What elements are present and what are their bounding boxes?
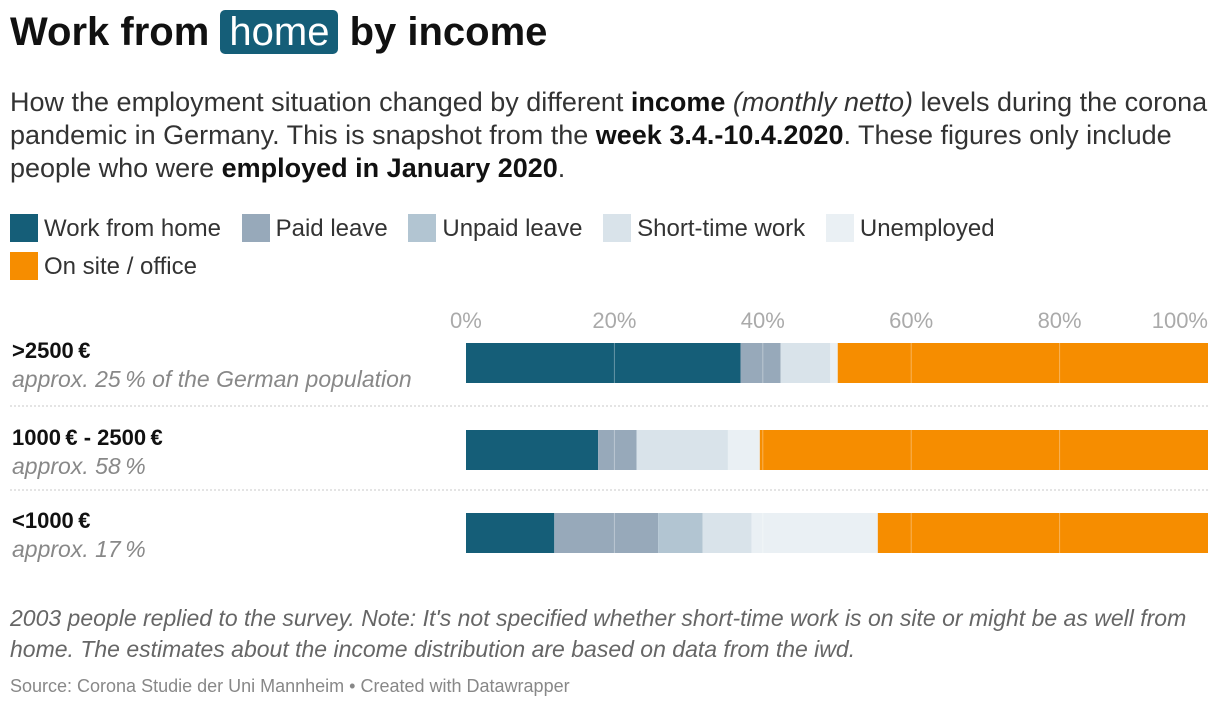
legend-swatch (241, 214, 270, 242)
category-label: <1000 € (12, 508, 90, 533)
subtitle-bold-income: income (630, 87, 726, 117)
legend-label: Unpaid leave (442, 215, 583, 242)
bar-segment-work-from-home (466, 343, 741, 383)
legend-swatch (10, 252, 38, 280)
category-label: >2500 € (12, 338, 90, 363)
legend-swatch (408, 214, 437, 242)
bar-segment-short-time-work (780, 343, 831, 383)
bar-segment-on-site-office (759, 430, 1208, 470)
legend-label: On site / office (44, 253, 197, 280)
legend-item-short-time-work: Short-time work (603, 210, 805, 248)
bar-segment-work-from-home (466, 513, 555, 553)
legend-label: Work from home (44, 215, 221, 242)
legend-item-work-from-home: Work from home (10, 210, 221, 248)
bar-segment-paid-leave (598, 430, 637, 470)
legend-swatch (10, 214, 38, 242)
x-tick-label: 100% (1152, 308, 1208, 333)
bar-segment-short-time-work (702, 513, 752, 553)
category-sublabel: approx. 58 % (12, 453, 146, 479)
bar-segment-unemployed (830, 343, 838, 383)
stacked-bar-chart: 0% 20% 40% 60% 80% 100% >2500 € approx. 25 % of… (10, 308, 1208, 562)
subtitle-text-3: . These figures only include people who … (10, 120, 1172, 183)
legend-label: Paid leave (275, 215, 388, 242)
category-sublabel: approx. 25 % of the German population (12, 366, 412, 392)
title-highlight: home (220, 10, 339, 54)
bar-segment-on-site-office (837, 343, 1208, 383)
legend-item-unpaid-leave: Unpaid leave (408, 210, 582, 248)
category-label: 1000 € - 2500 € (12, 425, 163, 450)
bar-segment-short-time-work (636, 430, 728, 470)
x-tick-label: 20% (592, 308, 636, 333)
x-tick-label: 40% (741, 308, 785, 333)
legend: Work from home Paid leave Unpaid leave S… (10, 210, 1210, 286)
bar-segment-on-site-office (877, 513, 1208, 553)
subtitle-text-1: How the employment situation changed by … (10, 87, 631, 117)
legend-label: Short-time work (637, 215, 806, 242)
bar-segment-work-from-home (466, 430, 599, 470)
bar-segment-unpaid-leave (658, 513, 703, 553)
subtitle-bold-employed: employed in January 2020 (221, 153, 558, 183)
chart-subtitle: How the employment situation changed by … (10, 86, 1210, 185)
subtitle-text-4: . (557, 153, 566, 183)
bar-segment-unemployed (727, 430, 760, 470)
x-tick-label: 0% (450, 308, 482, 333)
x-tick-label: 60% (889, 308, 933, 333)
legend-swatch (603, 214, 632, 242)
x-tick-label: 80% (1038, 308, 1082, 333)
chart-source: Source: Corona Studie der Uni Mannheim •… (10, 676, 570, 696)
legend-item-on-site: On site / office (10, 248, 197, 286)
bar-segment-paid-leave (554, 513, 659, 553)
legend-label: Unemployed (859, 215, 995, 242)
title-after: by income (349, 10, 548, 54)
category-sublabel: approx. 17 % (12, 536, 146, 562)
subtitle-italic: (monthly netto) (732, 87, 913, 117)
legend-item-unemployed: Unemployed (825, 210, 995, 248)
bar-segment-unemployed (751, 513, 878, 553)
bar-segment-paid-leave (740, 343, 781, 383)
legend-swatch (825, 214, 854, 242)
legend-item-paid-leave: Paid leave (241, 210, 388, 248)
chart-notes: 2003 people replied to the survey. Note:… (10, 605, 1187, 662)
chart-title: Work from home by income (10, 10, 547, 55)
subtitle-text-2: levels during the corona pandemic in Ger… (10, 87, 1208, 150)
title-before: Work from (10, 10, 210, 54)
subtitle-bold-week: week 3.4.-10.4.2020 (595, 120, 844, 150)
